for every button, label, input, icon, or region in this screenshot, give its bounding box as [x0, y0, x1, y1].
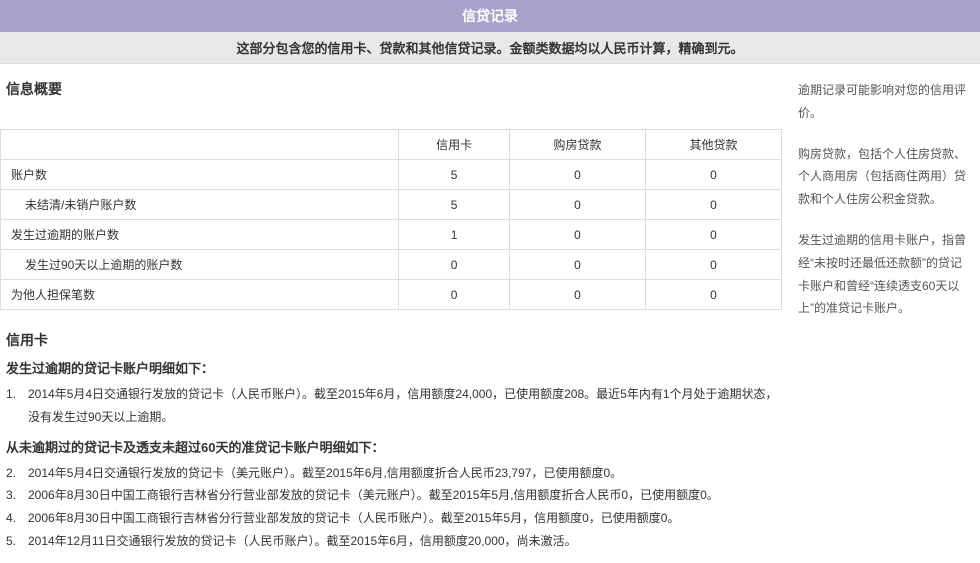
item-number: 3. — [6, 484, 28, 507]
list-item: 5.2014年12月11日交通银行发放的贷记卡（人民币账户）。截至2015年6月… — [0, 530, 782, 553]
table-row: 账户数500 — [1, 160, 782, 190]
row-value: 0 — [645, 250, 781, 280]
row-value: 0 — [510, 160, 646, 190]
row-value: 1 — [399, 220, 510, 250]
col-mortgage: 购房贷款 — [510, 130, 646, 160]
row-value: 5 — [399, 190, 510, 220]
item-number: 1. — [6, 383, 28, 429]
overdue-heading: 发生过逾期的贷记卡账户明细如下： — [6, 358, 782, 377]
list-item: 3.2006年8月30日中国工商银行吉林省分行营业部发放的贷记卡（美元账户）。截… — [0, 484, 782, 507]
table-header-row: 信用卡 购房贷款 其他贷款 — [1, 130, 782, 160]
item-number: 4. — [6, 507, 28, 530]
list-item: 4.2006年8月30日中国工商银行吉林省分行营业部发放的贷记卡（人民币账户）。… — [0, 507, 782, 530]
list-item: 1.2014年5月4日交通银行发放的贷记卡（人民币账户）。截至2015年6月，信… — [0, 383, 782, 429]
header-title: 信贷记录 — [462, 8, 518, 24]
item-text: 2006年8月30日中国工商银行吉林省分行营业部发放的贷记卡（人民币账户）。截至… — [28, 507, 679, 530]
overview-title: 信息概要 — [0, 79, 782, 99]
row-value: 0 — [399, 280, 510, 310]
row-label: 发生过90天以上逾期的账户数 — [1, 250, 399, 280]
side-note: 购房贷款，包括个人住房贷款、个人商用房（包括商住两用）贷款和个人住房公积金贷款。 — [798, 143, 972, 211]
row-value: 5 — [399, 160, 510, 190]
side-note: 逾期记录可能影响对您的信用评价。 — [798, 79, 972, 125]
item-text: 2014年12月11日交通银行发放的贷记卡（人民币账户）。截至2015年6月，信… — [28, 530, 577, 553]
item-number: 2. — [6, 462, 28, 485]
row-label: 账户数 — [1, 160, 399, 190]
main-column: 信息概要 信用卡 购房贷款 其他贷款 账户数500未结清/未销户账户数500发生… — [0, 64, 790, 563]
row-value: 0 — [510, 190, 646, 220]
list-item: 2.2014年5月4日交通银行发放的贷记卡（美元账户）。截至2015年6月,信用… — [0, 462, 782, 485]
col-other-loan: 其他贷款 — [645, 130, 781, 160]
col-credit-card: 信用卡 — [399, 130, 510, 160]
table-row: 为他人担保笔数000 — [1, 280, 782, 310]
side-column: 逾期记录可能影响对您的信用评价。购房贷款，包括个人住房贷款、个人商用房（包括商住… — [790, 64, 980, 563]
table-row: 发生过逾期的账户数100 — [1, 220, 782, 250]
credit-card-section-title: 信用卡 — [6, 330, 782, 350]
summary-table: 信用卡 购房贷款 其他贷款 账户数500未结清/未销户账户数500发生过逾期的账… — [0, 129, 782, 310]
row-value: 0 — [645, 190, 781, 220]
normal-heading: 从未逾期过的贷记卡及透支未超过60天的准贷记卡账户明细如下： — [6, 437, 782, 456]
table-row: 发生过90天以上逾期的账户数000 — [1, 250, 782, 280]
row-label: 未结清/未销户账户数 — [1, 190, 399, 220]
item-text: 2014年5月4日交通银行发放的贷记卡（人民币账户）。截至2015年6月，信用额… — [28, 383, 782, 429]
col-blank — [1, 130, 399, 160]
row-value: 0 — [510, 280, 646, 310]
item-number: 5. — [6, 530, 28, 553]
row-value: 0 — [510, 250, 646, 280]
side-note: 发生过逾期的信用卡账户，指曾经“未按时还最低还款额”的贷记卡账户和曾经“连续透支… — [798, 229, 972, 320]
row-value: 0 — [645, 160, 781, 190]
subheader-text: 这部分包含您的信用卡、贷款和其他信贷记录。金额类数据均以人民币计算，精确到元。 — [236, 41, 743, 56]
row-label: 为他人担保笔数 — [1, 280, 399, 310]
row-label: 发生过逾期的账户数 — [1, 220, 399, 250]
item-text: 2006年8月30日中国工商银行吉林省分行营业部发放的贷记卡（美元账户）。截至2… — [28, 484, 719, 507]
row-value: 0 — [399, 250, 510, 280]
page-header: 信贷记录 — [0, 0, 980, 32]
row-value: 0 — [645, 280, 781, 310]
page-subheader: 这部分包含您的信用卡、贷款和其他信贷记录。金额类数据均以人民币计算，精确到元。 — [0, 32, 980, 64]
row-value: 0 — [645, 220, 781, 250]
row-value: 0 — [510, 220, 646, 250]
item-text: 2014年5月4日交通银行发放的贷记卡（美元账户）。截至2015年6月,信用额度… — [28, 462, 622, 485]
table-row: 未结清/未销户账户数500 — [1, 190, 782, 220]
